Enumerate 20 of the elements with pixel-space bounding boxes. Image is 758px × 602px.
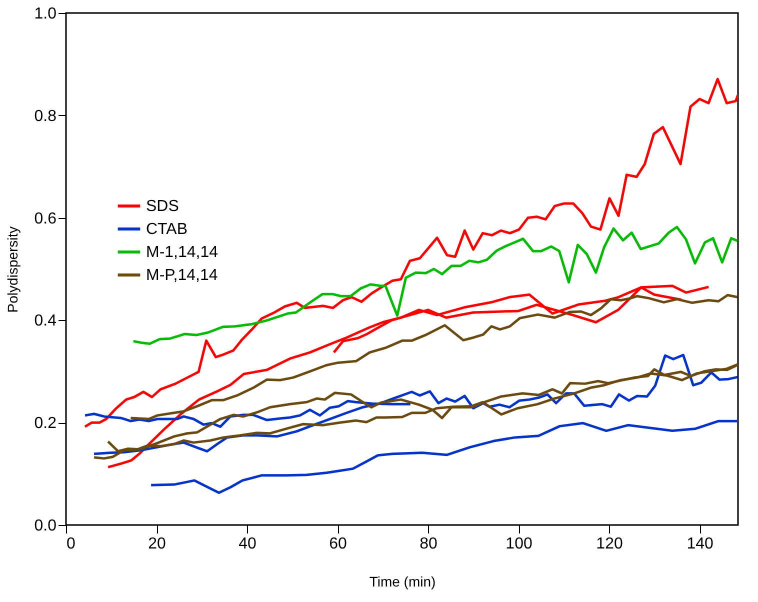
y-tick-label: 0.2 <box>34 415 57 432</box>
x-axis-title: Time (min) <box>369 574 436 590</box>
y-tick-label: 0.6 <box>34 210 57 228</box>
y-axis-title: Polydispersity <box>4 226 20 313</box>
legend-label: SDS <box>146 198 179 215</box>
y-tick-label: 0.4 <box>34 312 57 330</box>
legend-label: M-P,14,14 <box>146 267 218 284</box>
x-tick-label: 60 <box>329 536 348 552</box>
legend-label: CTAB <box>146 221 188 238</box>
x-tick-label: 0 <box>66 536 76 552</box>
x-tick-label: 40 <box>238 536 257 552</box>
y-tick-label: 1.0 <box>34 6 57 22</box>
y-tick-label: 0.8 <box>34 108 57 125</box>
y-tick-label: 0.0 <box>34 518 57 534</box>
x-tick-label: 120 <box>596 536 623 552</box>
x-tick-label: 20 <box>148 536 166 552</box>
x-tick-label: 80 <box>420 536 438 552</box>
legend-label: M-1,14,14 <box>146 244 218 261</box>
x-tick-label: 100 <box>506 536 532 552</box>
x-tick-label: 140 <box>686 536 714 552</box>
